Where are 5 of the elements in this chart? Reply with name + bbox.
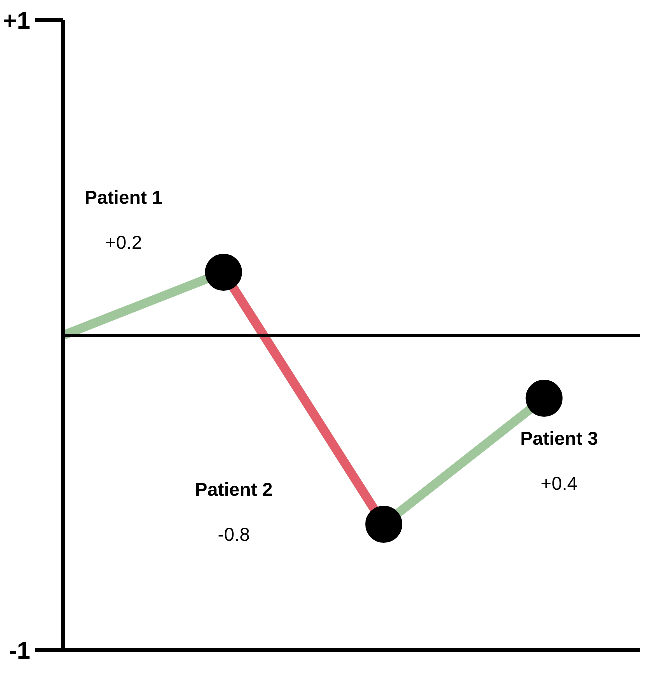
text: Patient 3 +0.4 — [520, 428, 598, 494]
y-tick-label: -1 — [9, 638, 31, 665]
y-tick-label: +1 — [3, 8, 31, 35]
text: Patient 1 +0.2 — [84, 187, 163, 253]
text: Patient 2 -0.8 — [195, 479, 273, 545]
